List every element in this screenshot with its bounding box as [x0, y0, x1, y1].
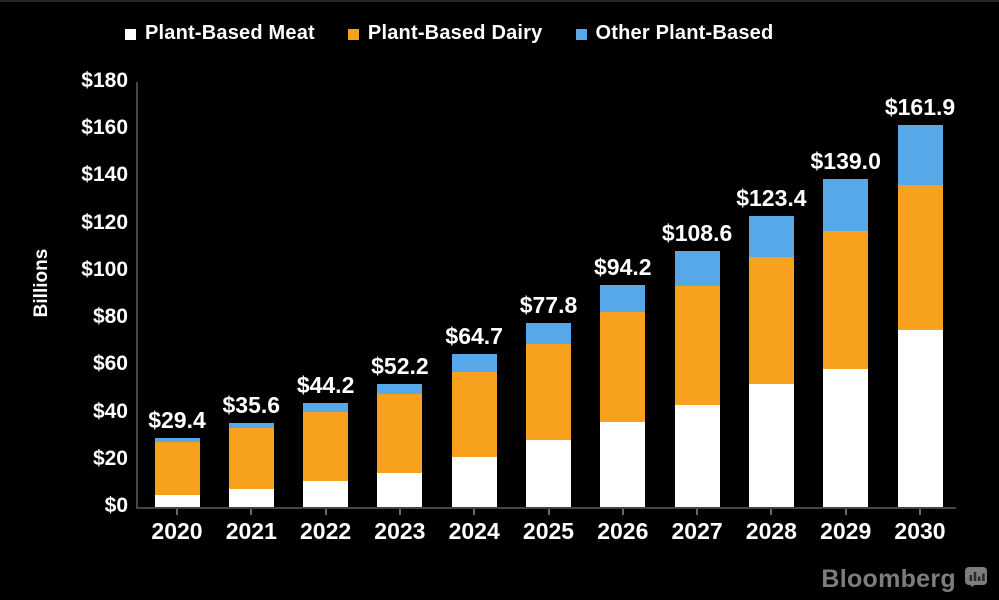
x-tick-label: 2027	[671, 518, 723, 544]
bar-segment-plant-based-meat	[303, 481, 349, 507]
bar-segment-plant-based-dairy	[600, 312, 646, 423]
bar-segment-plant-based-meat	[228, 488, 274, 507]
x-axis-tick	[398, 509, 401, 515]
x-axis-tick	[473, 509, 476, 515]
bar-segment-other-plant-based	[377, 383, 423, 395]
y-tick-label: $160	[81, 116, 128, 140]
x-axis-tick	[621, 509, 624, 515]
bar-segment-plant-based-dairy	[823, 230, 869, 369]
bar-segment-plant-based-meat	[451, 456, 497, 507]
y-axis-line	[136, 82, 138, 508]
top-border-line	[0, 0, 999, 2]
bar-segment-plant-based-meat	[823, 368, 869, 507]
bloomberg-chart-icon	[965, 567, 987, 592]
bar-segment-other-plant-based	[526, 323, 571, 345]
bar-segment-plant-based-meat	[526, 439, 571, 507]
legend-label: Plant-Based Dairy	[367, 22, 543, 44]
bar-segment-plant-based-meat	[748, 384, 794, 507]
y-tick-label: $120	[81, 210, 128, 234]
y-tick-label: $80	[92, 305, 128, 329]
chart-legend: Plant-Based Meat Plant-Based Dairy Other P…	[125, 22, 773, 45]
legend-swatch-icon	[347, 28, 359, 40]
x-axis-tick	[324, 509, 327, 515]
y-tick-label: $60	[92, 352, 128, 376]
bar-total-label: $94.2	[594, 253, 652, 280]
x-axis-tick	[919, 509, 921, 515]
bar-segment-plant-based-meat	[897, 330, 943, 507]
bar-segment-plant-based-dairy	[377, 394, 423, 474]
bar-segment-other-plant-based	[303, 402, 349, 412]
bar-total-label: $35.6	[222, 391, 281, 418]
bar-segment-plant-based-meat	[600, 422, 646, 507]
bar-total-label: $29.4	[148, 406, 206, 433]
bloomberg-branding: Bloomberg	[821, 565, 987, 594]
bar-segment-other-plant-based	[451, 354, 497, 372]
bar-segment-other-plant-based	[154, 437, 200, 443]
bar-segment-plant-based-dairy	[228, 428, 274, 489]
y-tick-label: $40	[92, 399, 128, 423]
bar-segment-plant-based-dairy	[303, 411, 349, 482]
bar-segment-plant-based-dairy	[154, 442, 200, 496]
bar-total-label: $52.2	[371, 352, 429, 379]
y-tick-label: $100	[81, 257, 128, 281]
x-tick-label: 2020	[151, 518, 203, 544]
legend-item: Other Plant-Based	[575, 22, 774, 45]
x-axis-tick	[250, 509, 253, 515]
bar-total-label: $123.4	[736, 184, 807, 211]
legend-swatch-icon	[575, 28, 587, 40]
bar-total-label: $139.0	[810, 147, 881, 174]
x-tick-label: 2026	[597, 518, 649, 544]
bar-segment-plant-based-dairy	[526, 344, 571, 440]
x-tick-label: 2030	[894, 518, 946, 544]
bar-segment-plant-based-meat	[674, 404, 720, 507]
x-tick-label: 2024	[448, 518, 500, 544]
x-tick-label: 2022	[300, 518, 352, 544]
x-axis-tick	[547, 509, 550, 515]
x-axis-line	[136, 507, 956, 509]
bar-total-label: $77.8	[519, 292, 578, 319]
bar-total-label: $108.6	[661, 219, 733, 246]
bar-segment-other-plant-based	[823, 178, 869, 231]
legend-item: Plant-Based Meat	[125, 22, 315, 45]
bar-segment-plant-based-meat	[377, 473, 423, 507]
x-tick-label: 2023	[374, 518, 426, 544]
bloomberg-logo-text: Bloomberg	[821, 565, 956, 593]
bar-total-label: $161.9	[884, 93, 956, 120]
legend-swatch-icon	[125, 28, 136, 40]
y-tick-label: $20	[92, 446, 128, 470]
legend-item: Plant-Based Dairy	[347, 22, 543, 45]
y-tick-label: $180	[81, 69, 128, 92]
bar-segment-other-plant-based	[600, 284, 646, 313]
x-axis-tick	[696, 509, 699, 515]
bar-segment-plant-based-dairy	[451, 371, 497, 457]
bar-total-label: $64.7	[445, 323, 503, 350]
bar-segment-plant-based-dairy	[748, 257, 794, 385]
x-axis-tick	[844, 509, 847, 515]
bar-segment-other-plant-based	[674, 250, 720, 287]
bar-segment-other-plant-based	[897, 124, 943, 186]
x-tick-label: 2029	[820, 518, 872, 544]
x-axis-tick	[176, 509, 178, 515]
bar-segment-other-plant-based	[228, 422, 274, 429]
x-tick-label: 2028	[745, 518, 797, 544]
x-tick-label: 2021	[225, 518, 277, 544]
bar-segment-plant-based-dairy	[897, 185, 943, 331]
bar-segment-plant-based-meat	[154, 495, 200, 507]
y-tick-label: $0	[104, 494, 128, 517]
x-tick-label: 2025	[522, 518, 575, 544]
bar-total-label: $44.2	[296, 371, 355, 398]
bar-segment-other-plant-based	[748, 215, 794, 258]
bar-segment-plant-based-dairy	[674, 286, 720, 405]
legend-label: Plant-Based Meat	[145, 22, 315, 44]
y-tick-label: $140	[81, 163, 128, 187]
x-axis-tick	[770, 509, 773, 515]
legend-label: Other Plant-Based	[595, 22, 774, 44]
